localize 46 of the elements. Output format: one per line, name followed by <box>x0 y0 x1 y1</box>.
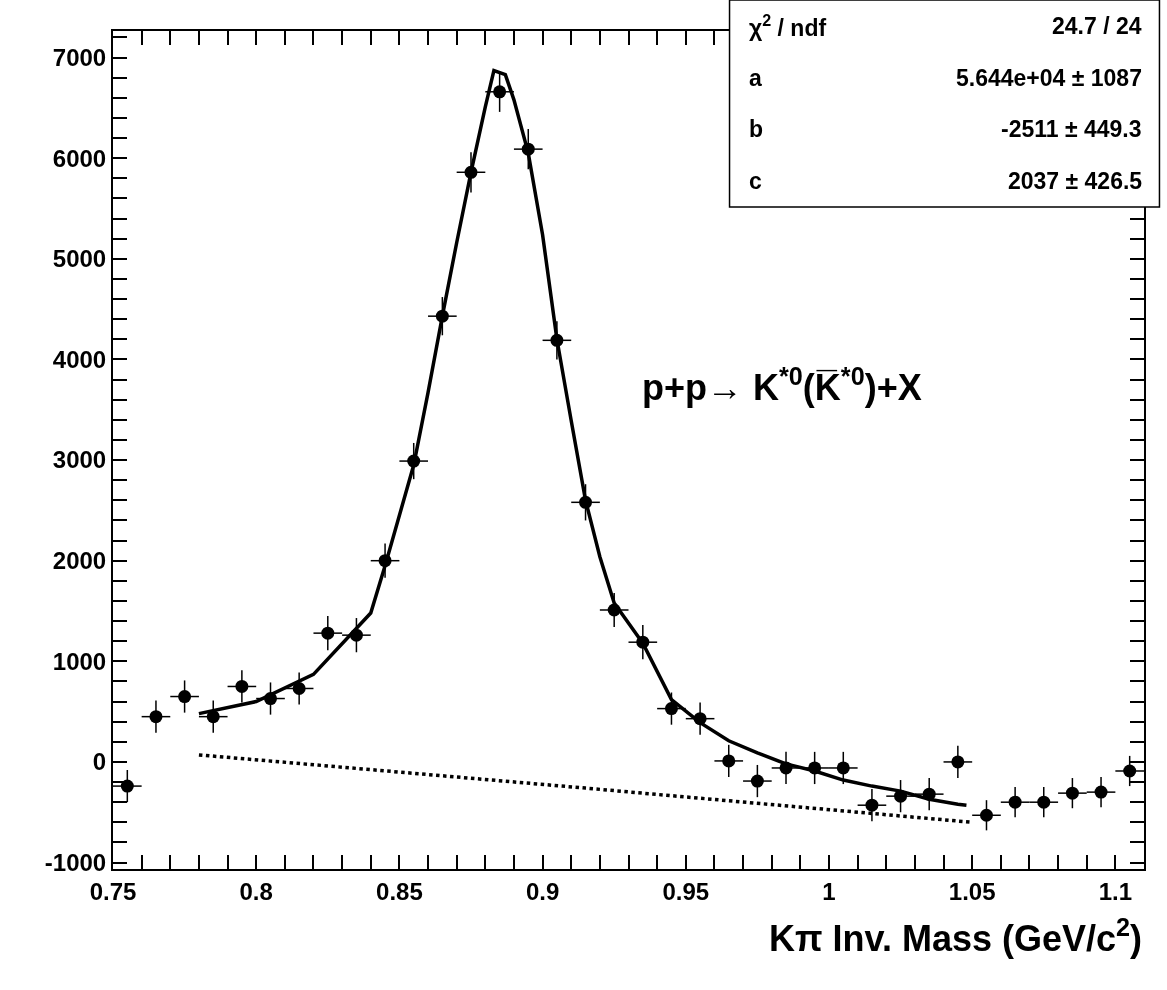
x-tick-label: 1.1 <box>1098 877 1133 905</box>
point <box>951 755 965 769</box>
point <box>493 85 507 99</box>
point <box>178 690 192 704</box>
x-tick-label: 0.9 <box>525 877 560 905</box>
point <box>235 679 249 693</box>
annotation: a <box>749 65 762 91</box>
point <box>1065 786 1079 800</box>
x-tick-label: 0.75 <box>89 877 137 905</box>
point <box>1094 785 1108 799</box>
y-tick-label: 3000 <box>52 446 107 474</box>
point <box>1037 795 1051 809</box>
annotation: -2511 ± 449.3 <box>1001 116 1142 142</box>
annotation: 5.644e+04 ± 1087 <box>956 65 1142 91</box>
y-tick-label: 6000 <box>52 144 107 172</box>
annotation: c <box>749 168 762 194</box>
point <box>120 779 134 793</box>
y-tick-label: 2000 <box>52 547 107 575</box>
y-tick-label: 5000 <box>52 245 107 273</box>
y-tick-label: -1000 <box>44 848 107 876</box>
point <box>149 710 163 724</box>
x-tick-label: 0.95 <box>662 877 710 905</box>
point <box>865 798 879 812</box>
point <box>722 754 736 768</box>
point <box>321 626 335 640</box>
x-tick-label: 1.05 <box>948 877 996 905</box>
x-axis-title: Kπ Inv. Mass (GeV/c$^{2}$) <box>769 913 1143 960</box>
annotation: 2037 ± 426.5 <box>1008 168 1143 194</box>
point <box>664 702 678 716</box>
x-tick-label: 0.85 <box>376 877 423 905</box>
x-tick-label: 1 <box>822 877 836 905</box>
y-tick-label: 0 <box>92 748 107 776</box>
point <box>1123 764 1137 778</box>
point <box>750 774 764 788</box>
y-tick-label: 4000 <box>52 345 107 373</box>
annotation: χ$^{2}$ / ndf <box>749 11 827 41</box>
annotation: p+p→ K$^{*0}$(K̅$^{*0}$)+X <box>642 362 922 409</box>
y-tick-label: 7000 <box>52 43 107 71</box>
x-tick-label: 0.8 <box>239 877 273 905</box>
y-tick-label: 1000 <box>52 647 107 675</box>
point <box>292 681 306 695</box>
annotation: b <box>749 116 764 142</box>
point <box>980 808 993 822</box>
point <box>836 761 850 775</box>
annotation: 24.7 / 24 <box>1052 13 1142 39</box>
point <box>1008 795 1022 809</box>
